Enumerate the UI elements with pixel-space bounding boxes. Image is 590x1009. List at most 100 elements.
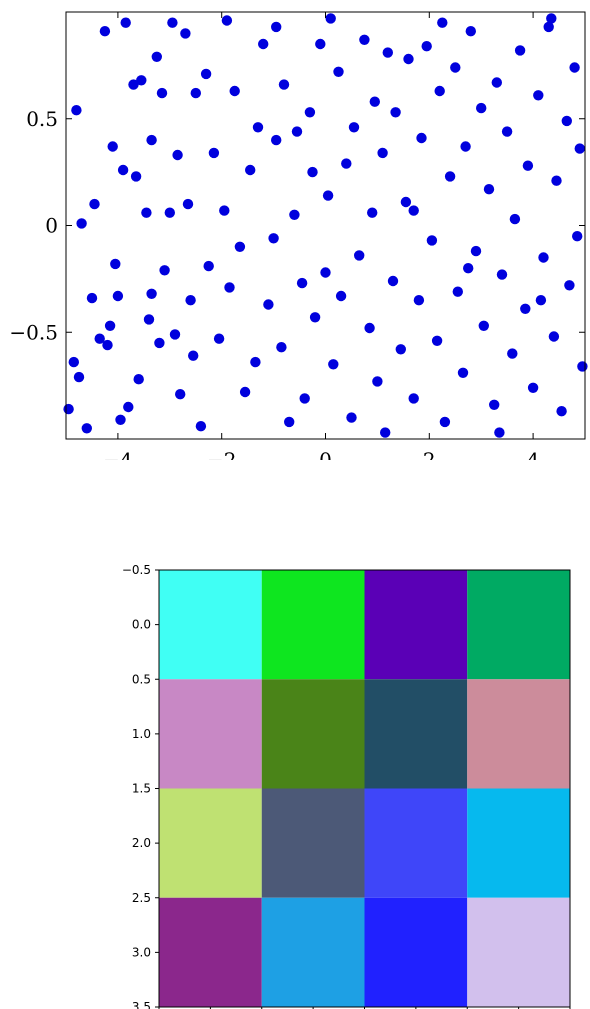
scatter-point [73, 371, 85, 383]
scatter-point [569, 62, 580, 73]
x-tick-label: −4 [103, 448, 132, 460]
scatter-point [501, 126, 513, 137]
scatter-point [208, 147, 220, 159]
scatter-point [382, 47, 393, 58]
scatter-point [527, 382, 539, 393]
scatter-point [182, 198, 194, 210]
y-tick-label: 0.0 [132, 618, 151, 632]
scatter-point [107, 141, 118, 152]
y-tick-label: 3.5 [132, 1000, 151, 1009]
scatter-point [348, 122, 360, 133]
y-tick-label: 0 [45, 214, 58, 238]
scatter-point [156, 87, 168, 99]
scatter-point [110, 258, 121, 270]
scatter-point [491, 77, 502, 88]
scatter-point [245, 164, 256, 176]
y-tick-label: −0.5 [9, 320, 58, 344]
scatter-point [71, 105, 82, 116]
y-tick-label: 2.0 [132, 836, 151, 850]
scatter-point [561, 115, 572, 127]
scatter-point [483, 184, 495, 195]
scatter-point [86, 292, 98, 304]
scatter-point [489, 399, 500, 410]
scatter-point [325, 13, 336, 24]
scatter-point [457, 367, 469, 378]
scatter-point [577, 361, 588, 372]
scatter-point [367, 207, 378, 218]
heatmap-axis-ticks: −0.5 0.0 0.5 1.0 1.5 2.0 2.5 3.0 3.5 [122, 563, 571, 1009]
scatter-point [465, 26, 476, 37]
scatter-point [200, 68, 212, 80]
heatmap-cell [261, 570, 365, 680]
scatter-point [203, 260, 214, 272]
scatter-point [335, 290, 347, 302]
scatter-point [213, 333, 225, 344]
y-tick-label: −0.5 [122, 563, 151, 577]
scatter-point [169, 329, 181, 340]
scatter-point [322, 190, 334, 201]
scatter-point [395, 344, 406, 355]
scatter-point [341, 158, 352, 169]
scatter-point [271, 21, 282, 33]
scatter-point [172, 149, 183, 161]
scatter-point [195, 421, 207, 432]
scatter-point [538, 252, 549, 263]
heatmap-cell [159, 570, 262, 680]
heatmap-cell [261, 788, 365, 898]
scatter-point [76, 218, 87, 229]
scatter-point [258, 38, 269, 50]
scatter-point [328, 359, 339, 370]
heatmap-cell [364, 897, 468, 1007]
heatmap-cell [364, 570, 468, 680]
scatter-point [509, 213, 521, 225]
scatter-point [346, 412, 357, 423]
heatmap-cell [159, 897, 262, 1007]
scatter-point [408, 205, 419, 216]
scatter-point [460, 141, 471, 152]
scatter-point [271, 134, 282, 146]
scatter-point [89, 198, 100, 210]
scatter-point [284, 416, 295, 428]
scatter-point [470, 245, 482, 257]
scatter-point [548, 331, 560, 342]
scatter-point [224, 282, 235, 293]
scatter-point [291, 126, 303, 137]
heatmap-cell [261, 679, 365, 789]
scatter-point [268, 233, 279, 244]
scatter-point [463, 263, 474, 274]
scatter-point [522, 160, 534, 171]
x-tick-label: −2 [207, 448, 236, 460]
scatter-point [556, 406, 567, 417]
heatmap-frame [158, 569, 571, 1008]
scatter-point [434, 85, 445, 97]
scatter-point [369, 96, 380, 107]
scatter-point [315, 38, 326, 50]
scatter-point [146, 134, 157, 146]
scatter-point [151, 51, 162, 62]
scatter-point [130, 171, 142, 182]
scatter-point [520, 303, 531, 314]
scatter-point [133, 374, 144, 385]
scatter-point [307, 166, 318, 178]
scatter-point [572, 231, 583, 242]
scatter-point [141, 207, 152, 218]
scatter-point [164, 207, 175, 218]
scatter-point [478, 320, 489, 331]
scatter-point [219, 205, 230, 216]
scatter-point [146, 288, 157, 299]
scatter-point [564, 280, 575, 291]
scatter-point [403, 53, 414, 65]
scatter-point [102, 339, 113, 351]
scatter-point [104, 320, 116, 331]
scatter-point [94, 333, 105, 344]
heatmap-cell [159, 679, 262, 789]
scatter-point [354, 250, 365, 261]
scatter-point [159, 265, 170, 276]
y-tick-label: 3.0 [132, 945, 151, 959]
scatter-point [450, 62, 461, 73]
scatter-point [413, 295, 425, 306]
scatter-point [574, 143, 585, 154]
scatter-point [63, 403, 74, 415]
scatter-point [387, 275, 399, 287]
scatter-point [535, 295, 547, 306]
